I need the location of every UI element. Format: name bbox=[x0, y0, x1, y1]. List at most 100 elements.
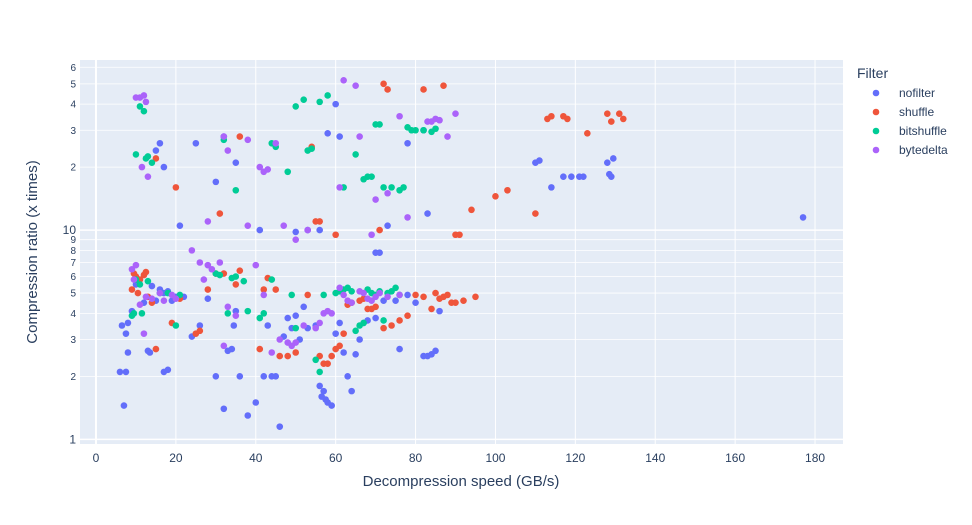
point-shuffle bbox=[396, 317, 403, 324]
point-nofilter bbox=[560, 173, 567, 180]
point-shuffle bbox=[236, 267, 244, 274]
point-shuffle bbox=[216, 210, 224, 217]
point-nofilter bbox=[146, 349, 154, 356]
legend-label-bytedelta: bytedelta bbox=[899, 143, 948, 157]
point-bitshuffle bbox=[308, 145, 315, 152]
point-bytedelta bbox=[224, 147, 232, 154]
point-bytedelta bbox=[260, 291, 268, 299]
point-nofilter bbox=[122, 330, 130, 337]
point-bitshuffle bbox=[232, 273, 240, 280]
point-nofilter bbox=[284, 314, 292, 322]
point-nofilter bbox=[432, 347, 439, 355]
point-bitshuffle bbox=[244, 307, 252, 315]
point-nofilter bbox=[252, 399, 260, 406]
point-shuffle bbox=[420, 293, 427, 301]
point-nofilter bbox=[376, 249, 383, 256]
point-nofilter bbox=[604, 159, 611, 166]
x-tick-label: 40 bbox=[249, 451, 263, 465]
point-bytedelta bbox=[216, 259, 224, 266]
point-bytedelta bbox=[356, 133, 363, 140]
point-nofilter bbox=[212, 373, 220, 380]
point-bytedelta bbox=[204, 261, 212, 269]
point-bytedelta bbox=[208, 265, 216, 273]
point-shuffle bbox=[380, 324, 387, 332]
point-bitshuffle bbox=[136, 281, 144, 288]
point-nofilter bbox=[332, 100, 339, 108]
point-shuffle bbox=[468, 206, 475, 214]
plot-background bbox=[80, 60, 843, 444]
point-bytedelta bbox=[232, 312, 240, 319]
point-bitshuffle bbox=[224, 310, 232, 317]
x-tick-label: 60 bbox=[329, 451, 343, 465]
point-bytedelta bbox=[384, 189, 391, 197]
point-nofilter bbox=[352, 350, 359, 358]
point-nofilter bbox=[120, 402, 128, 409]
legend: Filter nofilter shuffle bitshuffle bytedelt… bbox=[857, 65, 948, 157]
y-minor-tick-label: 2 bbox=[70, 372, 76, 383]
point-shuffle bbox=[384, 86, 391, 93]
point-nofilter bbox=[212, 178, 220, 186]
point-bitshuffle bbox=[292, 324, 300, 332]
point-bitshuffle bbox=[216, 271, 224, 279]
legend-label-nofilter: nofilter bbox=[899, 86, 935, 100]
point-bytedelta bbox=[304, 226, 312, 234]
point-shuffle bbox=[456, 231, 463, 239]
point-bytedelta bbox=[220, 133, 228, 140]
point-shuffle bbox=[272, 286, 280, 293]
point-bitshuffle bbox=[324, 92, 331, 99]
point-bytedelta bbox=[292, 236, 300, 243]
point-bitshuffle bbox=[130, 310, 138, 317]
x-tick-label: 120 bbox=[565, 451, 585, 465]
point-nofilter bbox=[236, 373, 244, 380]
point-nofilter bbox=[118, 322, 126, 329]
y-minor-tick-label: 9 bbox=[70, 235, 76, 246]
point-bytedelta bbox=[140, 92, 148, 99]
point-bitshuffle bbox=[352, 151, 359, 158]
point-shuffle bbox=[292, 349, 300, 356]
grid-lines bbox=[80, 60, 843, 444]
point-bytedelta bbox=[316, 319, 323, 327]
point-bytedelta bbox=[136, 301, 144, 309]
point-shuffle bbox=[420, 86, 427, 93]
point-shuffle bbox=[444, 291, 451, 299]
point-shuffle bbox=[152, 155, 160, 162]
x-tick-label: 160 bbox=[725, 451, 745, 465]
point-shuffle bbox=[172, 184, 180, 191]
y-axis-ticks: 2 3 4 5 6 789 2 3 4 5 6 1 10 bbox=[63, 63, 77, 447]
point-bitshuffle bbox=[172, 322, 180, 329]
data-points bbox=[116, 76, 807, 430]
point-nofilter bbox=[384, 222, 391, 229]
point-bytedelta bbox=[336, 284, 343, 292]
point-bytedelta bbox=[444, 133, 451, 140]
point-shuffle bbox=[376, 226, 383, 234]
x-tick-label: 140 bbox=[645, 451, 665, 465]
point-bitshuffle bbox=[352, 327, 359, 335]
y-minor-tick-label: 6 bbox=[70, 272, 76, 283]
point-bitshuffle bbox=[144, 277, 152, 285]
point-bitshuffle bbox=[316, 368, 323, 376]
point-nofilter bbox=[230, 322, 238, 329]
point-bytedelta bbox=[264, 166, 272, 173]
point-nofilter bbox=[156, 139, 164, 147]
point-shuffle bbox=[604, 110, 611, 117]
y-minor-tick-label: 4 bbox=[70, 309, 76, 320]
point-bitshuffle bbox=[380, 184, 387, 191]
point-shuffle bbox=[196, 327, 204, 335]
point-bytedelta bbox=[340, 291, 347, 299]
point-bitshuffle bbox=[240, 277, 248, 285]
point-shuffle bbox=[619, 115, 627, 123]
legend-marker-shuffle bbox=[872, 108, 880, 116]
point-bytedelta bbox=[268, 349, 276, 356]
point-bytedelta bbox=[144, 173, 152, 180]
point-shuffle bbox=[608, 118, 615, 125]
x-axis-ticks: 0 20 40 60 80 100 120 140 160 180 bbox=[93, 451, 826, 465]
point-bitshuffle bbox=[292, 103, 300, 110]
point-nofilter bbox=[292, 312, 300, 319]
point-shuffle bbox=[380, 80, 387, 88]
point-shuffle bbox=[260, 286, 268, 293]
point-bytedelta bbox=[352, 82, 359, 89]
point-bytedelta bbox=[188, 247, 196, 254]
point-nofilter bbox=[610, 155, 617, 162]
point-shuffle bbox=[460, 297, 467, 304]
